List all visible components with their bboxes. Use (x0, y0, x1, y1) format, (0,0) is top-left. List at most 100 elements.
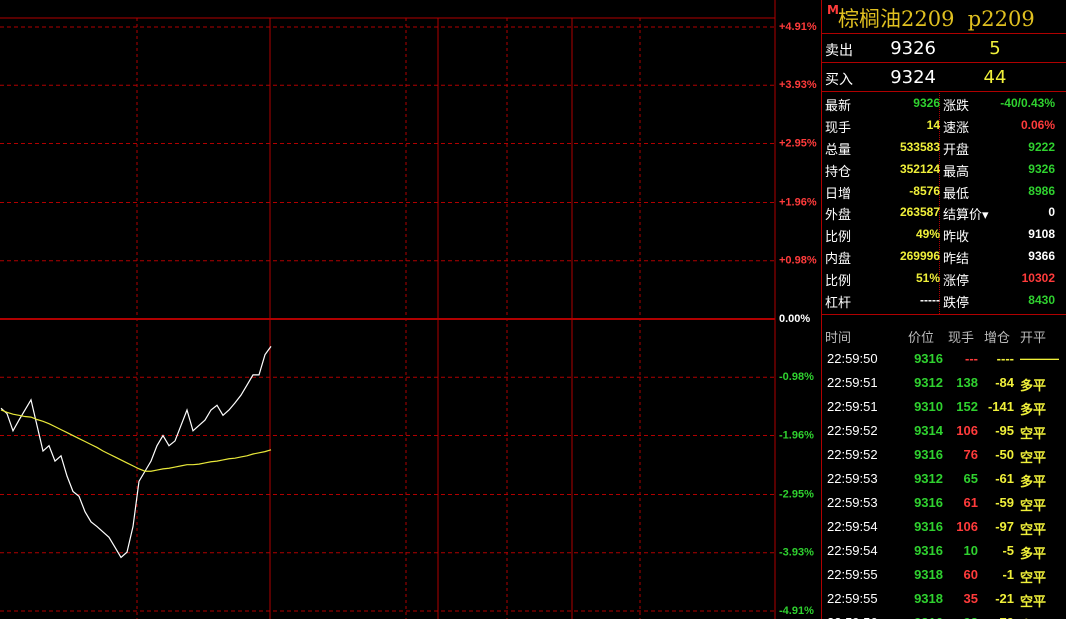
trade-cell: 65 (963, 471, 978, 486)
field-label: 涨跌 (943, 99, 970, 114)
intraday-chart: +4.91% +3.93% +2.95% +1.96% +0.98% 0.00% -0.98… (0, 0, 817, 619)
orderbook: 卖出 9326 5 买入 9324 44 (822, 34, 1066, 92)
trade-cell: 22:59:55 (827, 567, 878, 582)
trade-cell: 9316 (914, 543, 943, 558)
trade-cell: 多平 (1020, 402, 1047, 417)
field-value: 10302 (1021, 271, 1055, 286)
field-value: 0.06% (1020, 117, 1055, 132)
field-label: 最新 (825, 99, 852, 114)
contract-title: 棕榈油2209 p2209 (838, 7, 1035, 31)
field-value: 8430 (1028, 293, 1055, 308)
field-value: 352124 (899, 161, 940, 176)
field-value: 533583 (899, 139, 940, 154)
quote-row: 比例 51% 涨停 10302 (822, 268, 1066, 290)
divider (939, 93, 940, 314)
field-label: 最低 (943, 186, 970, 202)
trade-cell: -95 (995, 423, 1014, 438)
field-value: 9108 (1028, 227, 1055, 242)
trade-header: 时间 价位 现手 增仓 开平 (822, 323, 1066, 347)
trade-cell: 多平 (1020, 546, 1047, 561)
trade-cell: 22:59:53 (827, 471, 878, 486)
trade-cell: 22:59:54 (827, 519, 878, 534)
trade-cell: 152 (956, 399, 978, 414)
field-value: 9222 (1028, 139, 1055, 154)
field-value: -8576 (909, 183, 940, 198)
trade-row: 22:59:52 9314 106 -95 空平 (822, 419, 1066, 443)
field-label: 现手 (825, 120, 852, 136)
trade-cell: 9316 (914, 495, 943, 510)
field-value: -40/0.43% (1000, 96, 1055, 110)
header: M 棕榈油2209 p2209 (822, 0, 1066, 34)
trade-cell: -59 (995, 495, 1014, 510)
field-label: 跌停 (943, 296, 970, 312)
trade-cell: 9318 (914, 591, 943, 606)
field-value: 9366 (1028, 249, 1055, 264)
price-line (0, 346, 272, 559)
trade-cell: -21 (995, 591, 1014, 606)
trade-cell: 空平 (1020, 594, 1047, 609)
trade-cell: 138 (956, 375, 978, 390)
field-value: 8986 (1028, 183, 1055, 198)
y-tick-label: +0.98% (779, 255, 817, 267)
quote-row: 杠杆 ----- 跌停 8430 (822, 290, 1066, 312)
trade-cell: 22:59:50 (827, 351, 878, 366)
trade-cell: 多平 (1020, 378, 1047, 393)
column-header: 价位 (908, 331, 935, 346)
trade-cell: 9316 (914, 447, 943, 462)
field-value: 51% (915, 271, 940, 286)
trade-row: 22:59:53 9316 61 -59 空平 (822, 491, 1066, 515)
trade-cell: 9316 (914, 519, 943, 534)
field-label: 最高 (943, 164, 970, 180)
field-value: 14 (926, 117, 940, 132)
y-tick-label: +1.96% (779, 196, 817, 208)
y-tick-label: 0.00% (779, 313, 810, 325)
quote-row: 现手 14 速涨 0.06% (822, 115, 1066, 137)
field-value: 0 (1048, 205, 1055, 220)
trade-cell: -1 (1002, 567, 1014, 582)
field-value: ----- (920, 293, 940, 308)
quote-row: 日增 -8576 最低 8986 (822, 181, 1066, 203)
trade-row: 22:59:50 9316 --- ---- ——— (822, 347, 1066, 371)
side-label: 卖出 (825, 43, 853, 59)
column-header: 开平 (1020, 331, 1047, 346)
trade-cell: 空平 (1020, 426, 1047, 441)
field-label: 昨结 (943, 252, 970, 268)
trade-cell: 9318 (914, 567, 943, 582)
field-label: 比例 (825, 274, 852, 290)
price: 9326 (890, 38, 936, 59)
trade-cell: 多平 (1020, 474, 1047, 489)
field-label: 日增 (825, 186, 852, 202)
field-value: 9326 (1028, 161, 1055, 176)
trade-cell: 9314 (914, 423, 943, 438)
trade-row: 22:59:54 9316 10 -5 多平 (822, 539, 1066, 563)
trade-cell: 9312 (914, 375, 943, 390)
trade-row: 22:59:55 9318 60 -1 空平 (822, 563, 1066, 587)
flag: M (827, 3, 839, 17)
trade-cell: -84 (995, 375, 1014, 390)
trade-row: 22:59:53 9312 65 -61 多平 (822, 467, 1066, 491)
trade-cell: 多平 (1020, 615, 1052, 619)
field-label: 昨收 (943, 230, 970, 246)
quote-row: 持仓 352124 最高 9326 (822, 159, 1066, 181)
column-header: 增仓 (984, 331, 1011, 346)
trade-cell: --- (965, 351, 978, 366)
trade-cell: 106 (956, 519, 978, 534)
quote-row: 内盘 269996 昨结 9366 (822, 246, 1066, 268)
quote-row: 外盘 263587 结算价▾ 0 (822, 202, 1066, 224)
quote-row: 总量 533583 开盘 9222 (822, 137, 1066, 159)
column-header: 时间 (825, 331, 852, 346)
trade-cell: 9316 (914, 351, 943, 366)
trade-cell: 22:59:54 (827, 543, 878, 558)
price-line (0, 409, 272, 472)
trade-cell: 22:59:51 (827, 375, 878, 390)
trade-cell: 22:59:56 (827, 615, 897, 619)
field-label: 总量 (825, 142, 852, 158)
side-label: 买入 (825, 72, 853, 88)
field-label: 涨停 (943, 274, 970, 290)
trade-cell: 空平 (1020, 570, 1047, 585)
trade-row: 22:59:52 9316 76 -50 空平 (822, 443, 1066, 467)
field-value: 9326 (913, 96, 940, 110)
trade-row: 22:59:56 9316 92 -79 多平 (822, 611, 1066, 619)
field-value: 269996 (899, 249, 940, 264)
trade-cell: -79 (984, 615, 1014, 619)
